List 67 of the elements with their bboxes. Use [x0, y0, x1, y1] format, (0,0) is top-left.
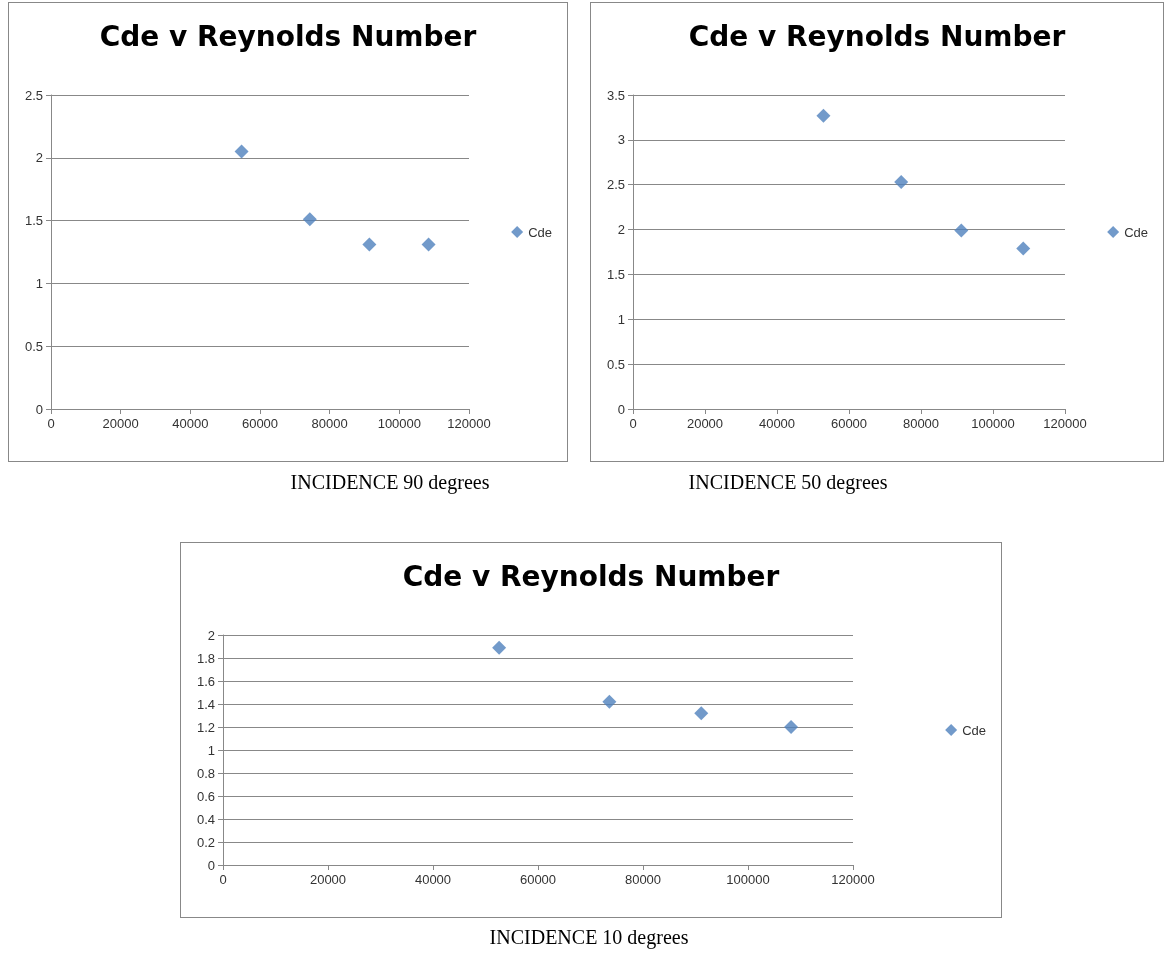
point — [894, 175, 909, 190]
x-tick-label: 20000 — [102, 416, 139, 431]
y-tick-label: 2.5 — [24, 87, 43, 103]
y-tick-label: 2.5 — [606, 177, 625, 193]
y-tick-label: 0 — [207, 857, 215, 873]
x-tick-label: 40000 — [172, 416, 209, 431]
x-tick-label: 20000 — [309, 872, 347, 887]
x-tick-label: 120000 — [1043, 416, 1087, 431]
x-tick-label: 20000 — [686, 416, 724, 431]
y-tick-label: 0.4 — [196, 811, 215, 827]
y-tick-label: 1.5 — [606, 266, 625, 282]
point — [694, 706, 709, 721]
x-tick-label: 100000 — [726, 872, 770, 887]
point — [362, 237, 377, 252]
y-tick-label: 3.5 — [606, 87, 625, 103]
y-tick-label: 0.5 — [606, 356, 625, 372]
x-tick-label: 120000 — [831, 872, 875, 887]
point — [234, 144, 249, 159]
text: INCIDENCE 90 degrees — [289, 471, 491, 494]
y-tick-label: 1.6 — [196, 673, 215, 689]
x-tick-label: 0 — [219, 872, 227, 887]
text: INCIDENCE 10 degrees — [488, 926, 690, 949]
point — [602, 694, 617, 709]
legend-label: Cde — [528, 224, 553, 240]
y-tick-label: 2 — [35, 150, 43, 166]
y-tick-label: 1.2 — [196, 719, 215, 735]
x-tick-label: 0 — [47, 416, 55, 431]
x-tick-label: 80000 — [311, 416, 348, 431]
x-tick-label: 80000 — [902, 416, 940, 431]
legend-label: Cde — [962, 722, 987, 738]
y-tick-label: 0.8 — [196, 765, 215, 781]
x-tick-label: 120000 — [447, 416, 491, 431]
y-tick-label: 0.2 — [196, 834, 215, 850]
point — [784, 720, 799, 734]
y-tick-label: 1.4 — [196, 696, 215, 712]
y-tick-label: 0 — [35, 401, 43, 417]
x-tick-label: 60000 — [241, 416, 279, 431]
y-tick-label: 0.6 — [196, 788, 215, 804]
x-tick-label: 60000 — [830, 416, 868, 431]
y-tick-label: 1.5 — [24, 213, 43, 229]
x-tick-label: 0 — [629, 416, 637, 431]
x-tick-label: 40000 — [414, 872, 452, 887]
y-tick-label: 0 — [617, 401, 625, 417]
chart-title: Cde v Reynolds Number — [402, 559, 780, 593]
point — [302, 212, 317, 227]
y-tick-label: 1.8 — [196, 650, 215, 666]
point — [1016, 241, 1031, 256]
x-tick-label: 80000 — [624, 872, 662, 887]
point — [954, 223, 969, 238]
y-tick-label: 0.5 — [24, 338, 43, 354]
y-tick-label: 2 — [617, 222, 625, 238]
y-tick-label: 1 — [207, 742, 215, 758]
x-tick-label: 100000 — [377, 416, 422, 431]
point — [492, 640, 507, 655]
chart-title: Cde v Reynolds Number — [99, 19, 477, 53]
x-tick-label: 60000 — [519, 872, 557, 887]
y-tick-label: 1 — [35, 275, 43, 291]
chart-title: Cde v Reynolds Number — [688, 19, 1066, 53]
point — [816, 108, 831, 123]
y-tick-label: 3 — [617, 132, 625, 148]
y-tick-label: 2 — [207, 627, 215, 643]
y-tick-label: 1 — [617, 311, 625, 327]
legend-label: Cde — [1124, 224, 1149, 240]
text: INCIDENCE 50 degrees — [687, 471, 889, 494]
x-tick-label: 100000 — [971, 416, 1015, 431]
x-tick-label: 40000 — [758, 416, 796, 431]
point — [421, 237, 436, 252]
